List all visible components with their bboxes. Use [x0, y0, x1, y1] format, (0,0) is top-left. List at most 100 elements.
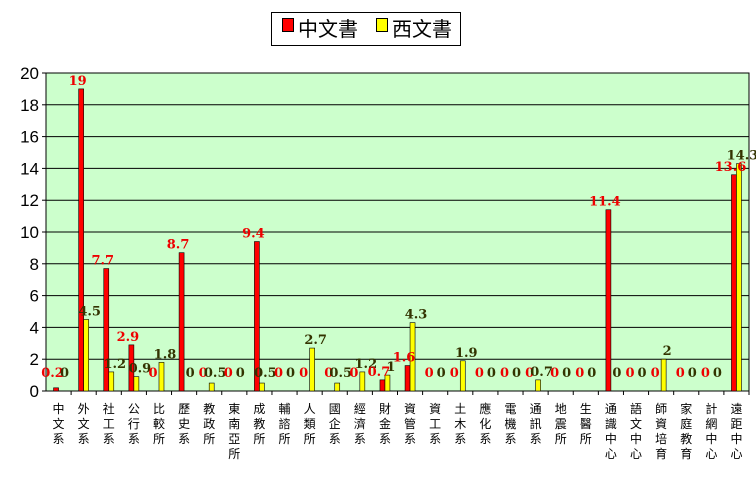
data-label-western: 0 — [688, 366, 697, 381]
x-tick-label: 輔諮所 — [279, 402, 291, 446]
data-label-chinese: 0 — [651, 366, 660, 381]
bar-western — [359, 371, 366, 392]
x-tick-label: 財金系 — [379, 401, 391, 446]
data-label-chinese: 0 — [324, 366, 333, 381]
data-label-chinese: 0 — [625, 366, 634, 381]
data-label-chinese: 0 — [450, 366, 459, 381]
data-label-chinese: 0 — [575, 366, 584, 381]
x-tick-label: 計網中心 — [705, 401, 717, 461]
data-label-western: 0 — [437, 366, 446, 381]
bar-western — [384, 374, 391, 392]
data-label-western: 4.5 — [78, 304, 101, 319]
x-tick-label: 經濟系 — [354, 402, 366, 446]
x-tick-label: 中文系 — [53, 401, 65, 446]
x-tick-label: 遠距中心 — [730, 402, 742, 461]
data-label-chinese: 0.7 — [368, 365, 391, 380]
x-tick-label: 歷史系 — [178, 402, 190, 446]
data-label-western: 14.3 — [727, 149, 756, 164]
legend: 中文書 西文書 — [271, 12, 461, 46]
gridlines — [42, 72, 750, 395]
y-tick-label: 16 — [20, 128, 39, 147]
bar-chinese — [78, 88, 84, 392]
bar-chinese — [731, 174, 737, 392]
bar-western — [208, 382, 215, 392]
bar-chinese — [178, 252, 185, 392]
data-label-chinese: 2.9 — [117, 330, 140, 345]
x-tick-label: 語文中心 — [630, 401, 642, 461]
x-tick-label: 東南亞所 — [228, 402, 240, 461]
y-tick-label: 8 — [30, 255, 39, 274]
data-label-western: 0 — [637, 366, 646, 381]
bar-western — [158, 362, 165, 392]
y-tick-label: 20 — [20, 64, 39, 83]
x-tick-label: 公行系 — [128, 402, 140, 446]
data-label-western: 0 — [186, 366, 195, 381]
x-tick-labels: 中文系 外文系 社工系 公行系 比較所 歷史系 教政所 東南亞所 成教所 輔諮所 人類所 國企系 經濟系… — [53, 401, 743, 461]
x-tick-label: 資工系 — [429, 402, 441, 446]
legend-label-chinese: 中文書 — [298, 17, 358, 41]
x-tick-label: 土木系 — [454, 402, 466, 446]
data-label-western: 0 — [286, 366, 295, 381]
data-label-western: 1.9 — [455, 346, 478, 361]
data-label-chinese: 0.2 — [41, 366, 64, 381]
data-label-western: 1 — [386, 360, 395, 375]
x-tick-label: 資管系 — [404, 402, 416, 446]
y-tick-label: 2 — [30, 350, 39, 369]
x-tick-label: 家庭教育 — [680, 401, 692, 461]
bar-western — [334, 382, 341, 392]
y-tick-label: 0 — [30, 382, 39, 401]
bar-western — [535, 379, 541, 392]
bar-chinese — [128, 344, 135, 392]
data-label-chinese: 0 — [701, 366, 710, 381]
data-label-western: 0 — [512, 366, 521, 381]
data-label-western: 0 — [487, 366, 496, 381]
data-label-chinese: 1.6 — [393, 351, 416, 366]
y-tick-labels: 0 2 4 6 8 10 12 14 16 18 20 — [20, 64, 39, 401]
x-tick-label: 師資培育 — [655, 402, 667, 461]
data-label-chinese: 0 — [475, 366, 484, 381]
data-label-chinese: 0 — [525, 366, 534, 381]
bar-western — [108, 371, 115, 392]
bar-western — [133, 376, 140, 392]
data-label-western: 0.5 — [329, 366, 352, 381]
y-tick-label: 10 — [20, 223, 39, 242]
bar-western — [409, 322, 416, 392]
data-label-chinese: 0 — [500, 366, 509, 381]
data-label-chinese: 0 — [224, 366, 233, 381]
data-label-chinese: 7.7 — [91, 254, 114, 269]
data-label-chinese: 8.7 — [167, 238, 190, 253]
x-tick-label: 教政所 — [203, 401, 215, 446]
bar-western — [259, 382, 265, 392]
data-label-western: 4.3 — [405, 308, 428, 323]
bar-chinese — [254, 241, 260, 392]
bar-chinese — [53, 387, 59, 392]
data-label-western: 0.9 — [129, 362, 152, 377]
data-label-western: 0 — [713, 366, 722, 381]
x-tick-label: 通識中心 — [605, 402, 617, 461]
data-label-chinese: 0 — [199, 366, 208, 381]
y-tick-label: 18 — [20, 96, 39, 115]
data-label-chinese: 11.4 — [589, 195, 621, 210]
bars — [53, 88, 742, 392]
data-label-western: 0 — [60, 366, 69, 381]
bar-chinese — [605, 209, 612, 392]
x-tick-label: 通訊系 — [530, 402, 542, 446]
data-label-western: 0 — [236, 366, 245, 381]
data-label-chinese: 0 — [550, 366, 559, 381]
x-tick-label: 比較所 — [153, 402, 165, 446]
bar-chinese — [404, 365, 411, 392]
data-label-western: 1.2 — [355, 357, 378, 372]
data-label-western: 0 — [612, 366, 621, 381]
data-label-western: 1.8 — [154, 347, 177, 362]
data-label-western: 0 — [562, 366, 571, 381]
data-label-western: 0.5 — [254, 366, 277, 381]
x-tick-label: 生醫所 — [580, 402, 592, 446]
bar-western — [736, 163, 742, 392]
y-tick-label: 4 — [30, 318, 39, 337]
x-tick-label: 應化系 — [479, 401, 491, 446]
data-label-chinese: 0 — [148, 366, 157, 381]
data-label-chinese: 19 — [69, 74, 87, 89]
y-tick-label: 12 — [20, 191, 39, 210]
